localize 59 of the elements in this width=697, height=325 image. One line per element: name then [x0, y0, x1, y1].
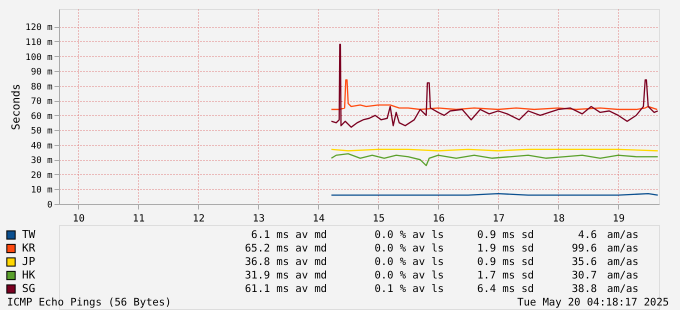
x-tick-label: 11: [132, 214, 145, 224]
text: 99.6: [572, 242, 597, 254]
text: 6.4 ms sd: [477, 283, 534, 295]
text: 6.1 ms av md: [251, 229, 327, 241]
text: 61.1 ms av md: [244, 283, 327, 295]
text: 35.6: [572, 256, 597, 268]
text: 0.0 % av ls: [374, 242, 444, 254]
y-tick-label: 100 m: [25, 52, 52, 63]
text: 38.8: [572, 283, 597, 295]
text: 0.0 % av ls: [374, 270, 444, 282]
text: 4.6: [578, 229, 597, 241]
text: 0.0 % av ls: [374, 256, 444, 268]
x-tick-label: 19: [612, 214, 625, 224]
y-tick-label: 110 m: [25, 38, 52, 48]
x-tick-label: 14: [312, 214, 325, 224]
y-axis-title: Seconds: [9, 84, 22, 130]
text: 0.9 ms sd: [477, 256, 534, 268]
y-tick-label: 60 m: [30, 112, 52, 122]
x-tick-label: 16: [432, 214, 445, 224]
text: 36.8 ms av md: [244, 256, 327, 268]
line-series: [330, 153, 658, 166]
text: 1.7 ms sd: [477, 270, 534, 282]
legend-label: KR: [22, 242, 36, 254]
y-tick-label: 120 m: [25, 23, 52, 34]
line-series: [330, 44, 658, 128]
text: 65.2 ms av md: [244, 242, 327, 254]
text: 31.9 ms av md: [244, 270, 327, 282]
text: 30.7: [572, 270, 597, 282]
text: 0.9 ms sd: [477, 229, 534, 241]
legend-label: JP: [22, 255, 36, 268]
x-tick-label: 12: [192, 214, 205, 224]
text: am/as: [607, 256, 639, 268]
y-tick-label: 50 m: [30, 126, 52, 137]
text: am/as: [607, 283, 639, 295]
x-tick-label: 10: [72, 214, 85, 224]
text: 1.9 ms sd: [477, 242, 534, 254]
y-tick-label: 80 m: [30, 82, 52, 92]
y-tick-label: 10 m: [30, 186, 52, 196]
text: am/as: [607, 229, 639, 241]
y-tick-label: 70 m: [30, 97, 52, 108]
x-tick-label: 18: [552, 214, 565, 224]
y-tick-label: 0: [47, 200, 52, 210]
text: am/as: [607, 242, 639, 254]
y-tick-label: 40 m: [30, 141, 52, 152]
text: 0.0 % av ls: [374, 229, 444, 241]
y-tick-label: 20 m: [30, 170, 52, 181]
legend-label: TW: [22, 228, 36, 241]
line-series: [330, 79, 658, 110]
x-tick-label: 15: [372, 214, 385, 224]
y-tick-label: 90 m: [30, 68, 52, 78]
y-tick-label: 30 m: [30, 156, 52, 166]
text: Tue May 20 04:18:17 2025: [517, 296, 669, 308]
legend-label: HK: [22, 268, 36, 282]
x-tick-label: 17: [492, 214, 505, 224]
text: ICMP Echo Pings (56 Bytes): [7, 296, 172, 308]
legend-label: SG: [22, 282, 36, 295]
x-tick-label: 13: [252, 214, 265, 224]
text: am/as: [607, 270, 639, 282]
text: 0.1 % av ls: [374, 283, 444, 295]
